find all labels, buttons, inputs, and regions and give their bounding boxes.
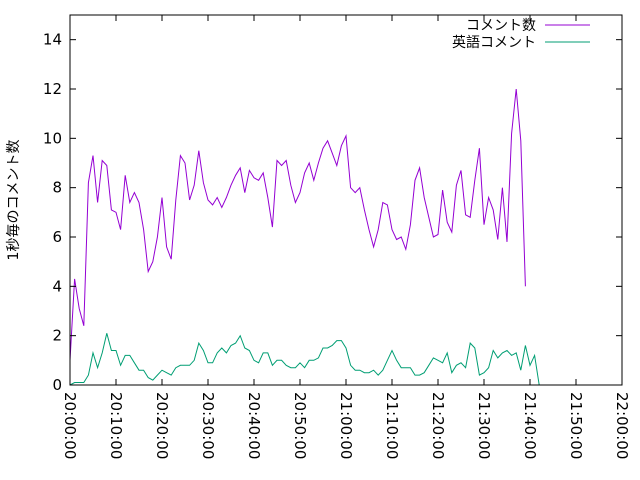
legend-label-1: コメント数	[466, 18, 536, 34]
x-tick-label: 22:00:00	[613, 392, 631, 459]
series-line-1	[69, 88, 526, 361]
x-tick-label: 21:00:00	[337, 392, 355, 459]
y-axis-label: 1秒毎のコメント数	[6, 140, 22, 261]
y-tick-label: 10	[43, 129, 62, 147]
x-tick-label: 20:40:00	[245, 392, 263, 459]
x-tick-label: 21:40:00	[521, 392, 539, 459]
y-tick-label: 4	[52, 277, 62, 295]
y-tick-label: 2	[52, 327, 62, 345]
y-tick-label: 12	[43, 80, 62, 98]
y-tick-label: 0	[52, 376, 62, 394]
x-axis-ticks: 20:00:00 20:10:00 20:20:00 20:30:00 20:40:00…	[61, 15, 631, 459]
x-tick-label: 20:20:00	[153, 392, 171, 459]
y-tick-label: 14	[43, 31, 62, 49]
x-tick-label: 21:10:00	[383, 392, 401, 459]
series-layer	[69, 88, 540, 386]
x-tick-label: 21:50:00	[567, 392, 585, 459]
series-line-2	[69, 333, 540, 386]
y-tick-label: 6	[52, 228, 62, 246]
y-tick-label: 8	[52, 179, 62, 197]
y-axis-ticks: 0 2 4 6 8 10 12 14	[43, 31, 622, 394]
legend-label-2: 英語コメント	[452, 34, 536, 51]
plot-frame	[69, 14, 623, 386]
x-tick-label: 20:10:00	[107, 392, 125, 459]
x-tick-label: 21:30:00	[475, 392, 493, 459]
x-tick-label: 20:00:00	[61, 392, 79, 459]
x-tick-label: 20:50:00	[291, 392, 309, 459]
x-tick-label: 21:20:00	[429, 392, 447, 459]
x-tick-label: 20:30:00	[199, 392, 217, 459]
